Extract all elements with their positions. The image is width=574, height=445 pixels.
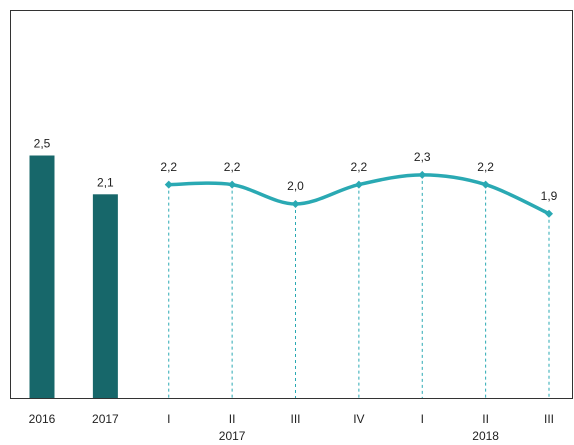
x-tick-label: III [544,412,554,426]
bar [29,155,55,398]
x-tick-label: II [229,412,236,426]
x-tick-label: 2017 [92,412,119,426]
data-label: 2,2 [351,160,368,174]
data-label: 2,5 [34,137,51,151]
x-tick-label: III [290,412,300,426]
plot-frame [10,10,573,399]
x-tick-label: II [482,412,489,426]
x-tick-label: 2016 [29,412,56,426]
marker [481,180,490,189]
marker [418,170,427,179]
data-label: 2,2 [224,160,241,174]
bar [92,194,118,398]
x-group-label: 2018 [472,429,499,443]
data-label: 2,3 [414,150,431,164]
data-label: 2,2 [160,160,177,174]
marker [354,180,363,189]
x-group-label: 2017 [219,429,246,443]
data-label: 2,1 [97,175,114,189]
data-label: 1,9 [541,189,558,203]
x-tick-label: I [167,412,170,426]
x-tick-label: IV [353,412,364,426]
marker [291,200,300,208]
marker [164,180,173,189]
marker [545,209,553,218]
marker [228,180,237,189]
data-label: 2,2 [477,160,494,174]
x-tick-label: I [421,412,424,426]
data-label: 2,0 [287,179,304,193]
